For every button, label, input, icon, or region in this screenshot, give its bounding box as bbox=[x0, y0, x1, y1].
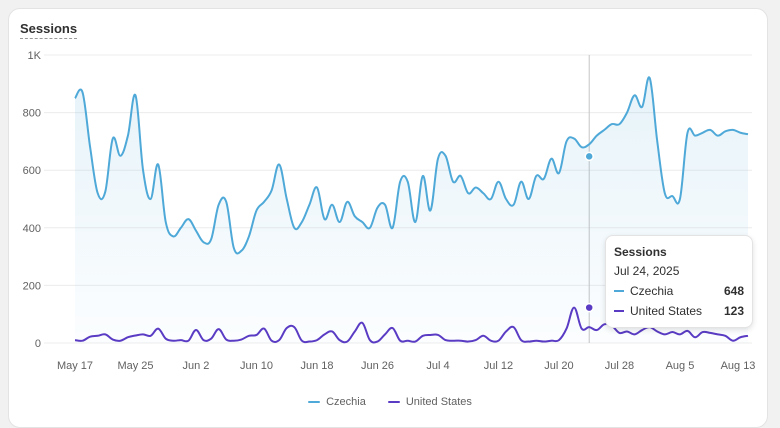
united-states-swatch-icon bbox=[614, 310, 624, 312]
y-tick-label: 0 bbox=[35, 338, 41, 350]
czechia-series-line[interactable] bbox=[74, 76, 749, 255]
x-tick-label: May 25 bbox=[117, 360, 153, 372]
tooltip-series-value: 123 bbox=[723, 304, 744, 318]
chart-tooltip: Sessions Jul 24, 2025 Czechia 648 United… bbox=[605, 235, 753, 328]
x-axis-ticks: May 17 May 25 Jun 2 Jun 10 Jun 18 Jun 26 Jul 4… bbox=[57, 360, 755, 372]
x-tick-label: Jul 4 bbox=[426, 360, 449, 372]
x-tick-label: May 17 bbox=[57, 360, 93, 372]
x-tick-label: Jul 20 bbox=[544, 360, 573, 372]
x-tick-label: Aug 13 bbox=[721, 360, 756, 372]
legend-item-united-states[interactable]: United States bbox=[387, 396, 472, 408]
legend-label: Czechia bbox=[326, 396, 366, 408]
tooltip-series-value: 648 bbox=[723, 284, 744, 298]
legend-label: United States bbox=[405, 396, 472, 408]
x-tick-label: Jun 2 bbox=[183, 360, 210, 372]
tooltip-date: Jul 24, 2025 bbox=[614, 264, 680, 278]
legend-item-czechia[interactable]: Czechia bbox=[308, 396, 366, 408]
y-tick-label: 600 bbox=[23, 165, 41, 177]
x-tick-label: Jun 26 bbox=[361, 360, 394, 372]
tooltip-series-name: Czechia bbox=[630, 284, 674, 298]
united-states-legend-swatch-icon bbox=[387, 401, 400, 403]
czechia-swatch-icon bbox=[614, 290, 624, 292]
czechia-legend-swatch-icon bbox=[308, 401, 321, 403]
x-tick-label: Jul 28 bbox=[605, 360, 634, 372]
y-axis-ticks: 0 200 400 600 800 1K bbox=[23, 50, 42, 350]
united-states-series-line[interactable] bbox=[74, 306, 749, 344]
tooltip-title: Sessions bbox=[614, 245, 667, 259]
united-states-hover-point bbox=[584, 302, 594, 313]
x-tick-label: Aug 5 bbox=[666, 360, 695, 372]
y-tick-label: 200 bbox=[23, 280, 41, 292]
y-tick-label: 800 bbox=[23, 108, 41, 120]
tooltip-row-czechia: Czechia 648 bbox=[614, 284, 744, 298]
tooltip-series-name: United States bbox=[630, 304, 703, 318]
x-tick-label: Jul 12 bbox=[484, 360, 513, 372]
y-tick-label: 1K bbox=[28, 50, 42, 62]
sessions-chart[interactable]: 0 200 400 600 800 1K May 17 May 25 Jun 2 Jun 10 J… bbox=[0, 0, 780, 417]
czechia-hover-point bbox=[584, 151, 594, 162]
x-tick-label: Jun 10 bbox=[240, 360, 273, 372]
chart-legend: Czechia United States bbox=[0, 396, 780, 408]
x-tick-label: Jun 18 bbox=[300, 360, 333, 372]
chart-title: Sessions bbox=[20, 21, 78, 39]
tooltip-row-united-states: United States 123 bbox=[614, 304, 744, 318]
y-tick-label: 400 bbox=[23, 223, 41, 235]
